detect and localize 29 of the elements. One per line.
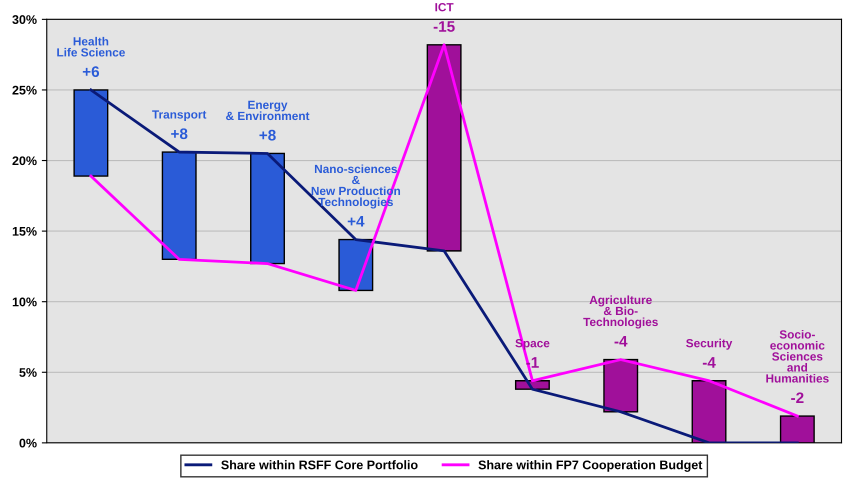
data-label: +8 [259, 130, 276, 141]
data-label: +6 [82, 66, 100, 78]
data-label: +8 [171, 128, 188, 140]
bar [250, 152, 285, 264]
data-label: -4 [614, 336, 628, 347]
data-label: -15 [434, 21, 455, 32]
bar [73, 89, 108, 177]
y-tick-label: 25% [12, 86, 37, 95]
bar [162, 151, 197, 260]
y-tick-label: 0% [19, 438, 37, 448]
y-tick-label: 30% [12, 15, 37, 24]
x-tick-label: Agriculture & Bio- Technologies [583, 295, 658, 329]
x-tick-label: ICT [435, 3, 454, 12]
y-tick-label: 10% [12, 297, 37, 306]
y-tick-label: 15% [12, 226, 37, 236]
x-tick-label: Socio- economic Sciences and Humanities [766, 330, 829, 383]
y-tick-label: 20% [12, 156, 37, 166]
legend-label: Share within RSFF Core Portfolio [221, 460, 418, 470]
x-tick-label: Transport [152, 110, 206, 121]
data-label: -4 [702, 357, 716, 368]
x-tick-label: Energy & Environment [226, 100, 310, 120]
x-tick-label: Security [686, 338, 732, 350]
y-tick-label: 5% [19, 368, 37, 377]
x-tick-label: Health Life Science [57, 36, 125, 57]
data-label: -2 [791, 392, 804, 403]
legend-label: Share within FP7 Cooperation Budget [478, 460, 702, 472]
data-label: +4 [348, 216, 364, 227]
bar [603, 358, 638, 412]
bar [426, 44, 462, 252]
